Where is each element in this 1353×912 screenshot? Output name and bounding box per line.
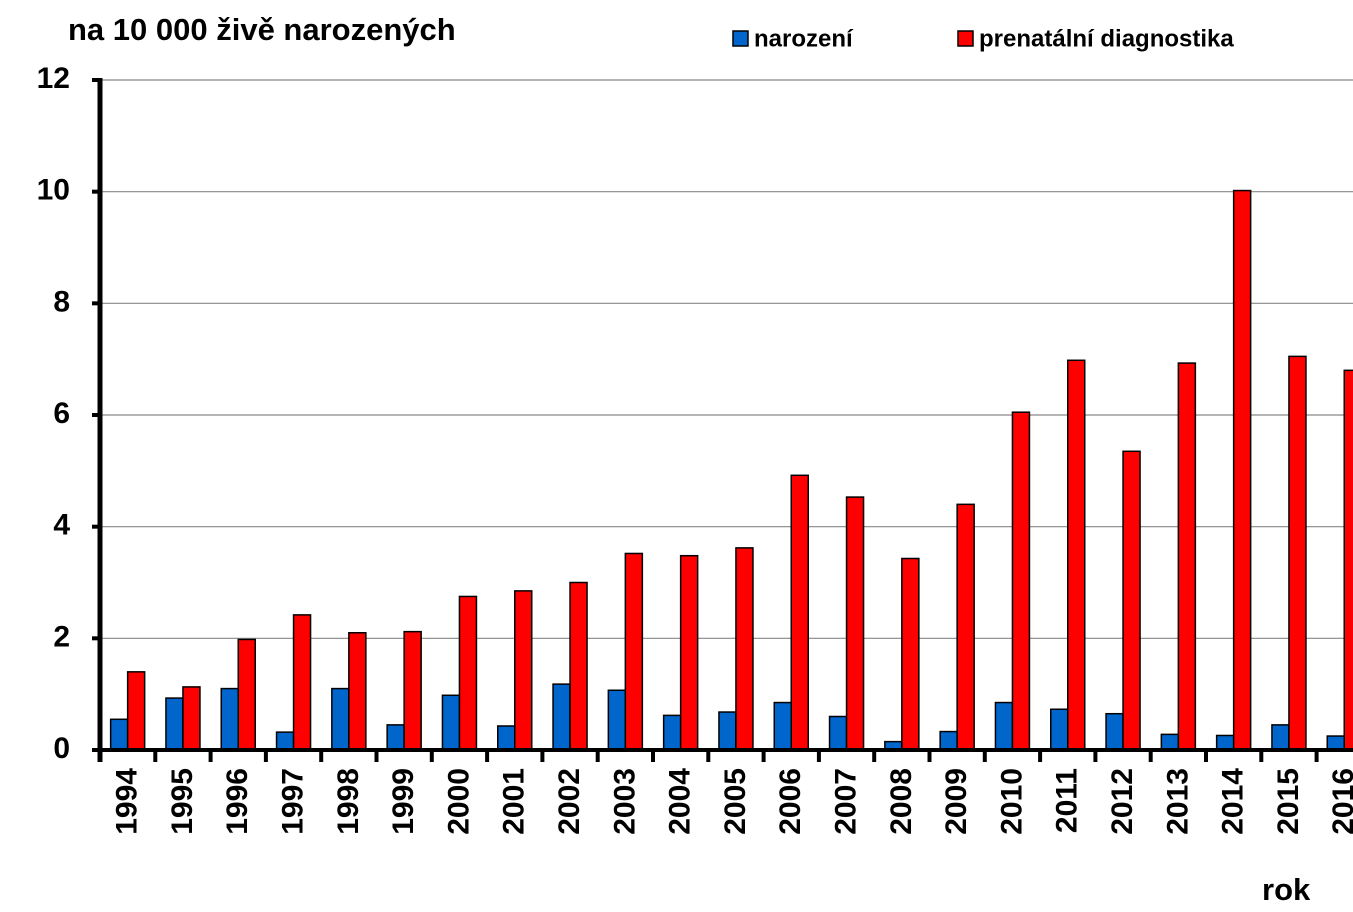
x-tick-label: 2002 (553, 768, 586, 835)
legend-swatch (732, 30, 749, 47)
x-tick-label: 1999 (387, 768, 420, 835)
bar (1232, 189, 1252, 751)
bar (348, 632, 367, 751)
bar (1343, 369, 1353, 751)
x-tick-label: 2005 (719, 768, 752, 835)
bar (679, 554, 699, 751)
x-tick-label: 2011 (1051, 768, 1084, 833)
legend-label: prenatální diagnostika (979, 25, 1234, 52)
x-tick-label: 2000 (442, 768, 475, 835)
bar (497, 725, 516, 751)
x-tick-label: 2013 (1161, 768, 1194, 835)
bar (1105, 712, 1124, 751)
bar (624, 552, 644, 751)
bar (165, 697, 184, 751)
y-tick-label: 12 (37, 62, 70, 95)
bar (1215, 734, 1235, 751)
x-tick-label: 2004 (664, 768, 697, 835)
bar (458, 595, 478, 751)
bar (386, 724, 405, 751)
x-tick-label: 2012 (1106, 768, 1139, 835)
bar (292, 614, 312, 751)
x-tick-label: 2014 (1217, 768, 1250, 835)
x-tick-label: 2003 (608, 768, 641, 835)
x-tick-label: 2006 (774, 768, 807, 835)
bar (237, 638, 256, 751)
bar (220, 687, 239, 751)
bar (403, 630, 422, 751)
bar (109, 718, 129, 751)
y-tick-label: 2 (53, 620, 70, 653)
y-tick-label: 4 (53, 509, 70, 542)
bar (441, 694, 461, 751)
x-tick-label: 2016 (1327, 768, 1353, 835)
bar (845, 496, 865, 751)
bar (1122, 450, 1141, 751)
bar (1067, 359, 1086, 751)
x-tick-label: 2008 (885, 768, 918, 835)
bar (275, 731, 295, 751)
legend-label: narození (754, 25, 854, 52)
x-tick-label: 2010 (995, 768, 1028, 835)
bar (828, 715, 848, 751)
bar (552, 683, 571, 751)
bar (1326, 735, 1345, 751)
x-tick-label: 1997 (276, 768, 309, 835)
x-tick-label: 2009 (940, 768, 973, 835)
bar (1050, 708, 1069, 751)
chart-title: na 10 000 živě narozených (68, 12, 456, 47)
x-tick-label: 1995 (166, 768, 199, 835)
x-tick-label: 2001 (498, 768, 531, 835)
bar (331, 687, 350, 751)
bar (662, 714, 682, 751)
x-tick-label: 1994 (111, 768, 144, 835)
x-tick-label: 2015 (1272, 768, 1305, 835)
bar (182, 686, 201, 751)
x-tick-label: 1996 (221, 768, 254, 835)
y-tick-label: 10 (37, 174, 70, 207)
bar (607, 689, 627, 751)
bar (1288, 355, 1307, 751)
bar (1160, 733, 1180, 751)
x-tick-label: 1998 (332, 768, 365, 835)
bar (514, 590, 533, 751)
bar (718, 711, 737, 751)
bar (773, 701, 792, 751)
legend-swatch (957, 30, 974, 47)
y-tick-label: 8 (53, 285, 70, 318)
bar (790, 474, 809, 751)
bar (1271, 724, 1290, 751)
y-tick-label: 6 (53, 397, 70, 430)
bar (939, 730, 958, 751)
bar (569, 581, 588, 751)
bar (1011, 411, 1031, 751)
x-axis-label: rok (1262, 872, 1311, 907)
x-tick-label: 2007 (829, 768, 862, 835)
bar (735, 547, 754, 751)
bar (956, 503, 975, 751)
bar (126, 671, 146, 751)
bar (901, 557, 920, 751)
bar (994, 701, 1014, 751)
y-tick-label: 0 (53, 732, 70, 765)
bar (1177, 362, 1197, 751)
